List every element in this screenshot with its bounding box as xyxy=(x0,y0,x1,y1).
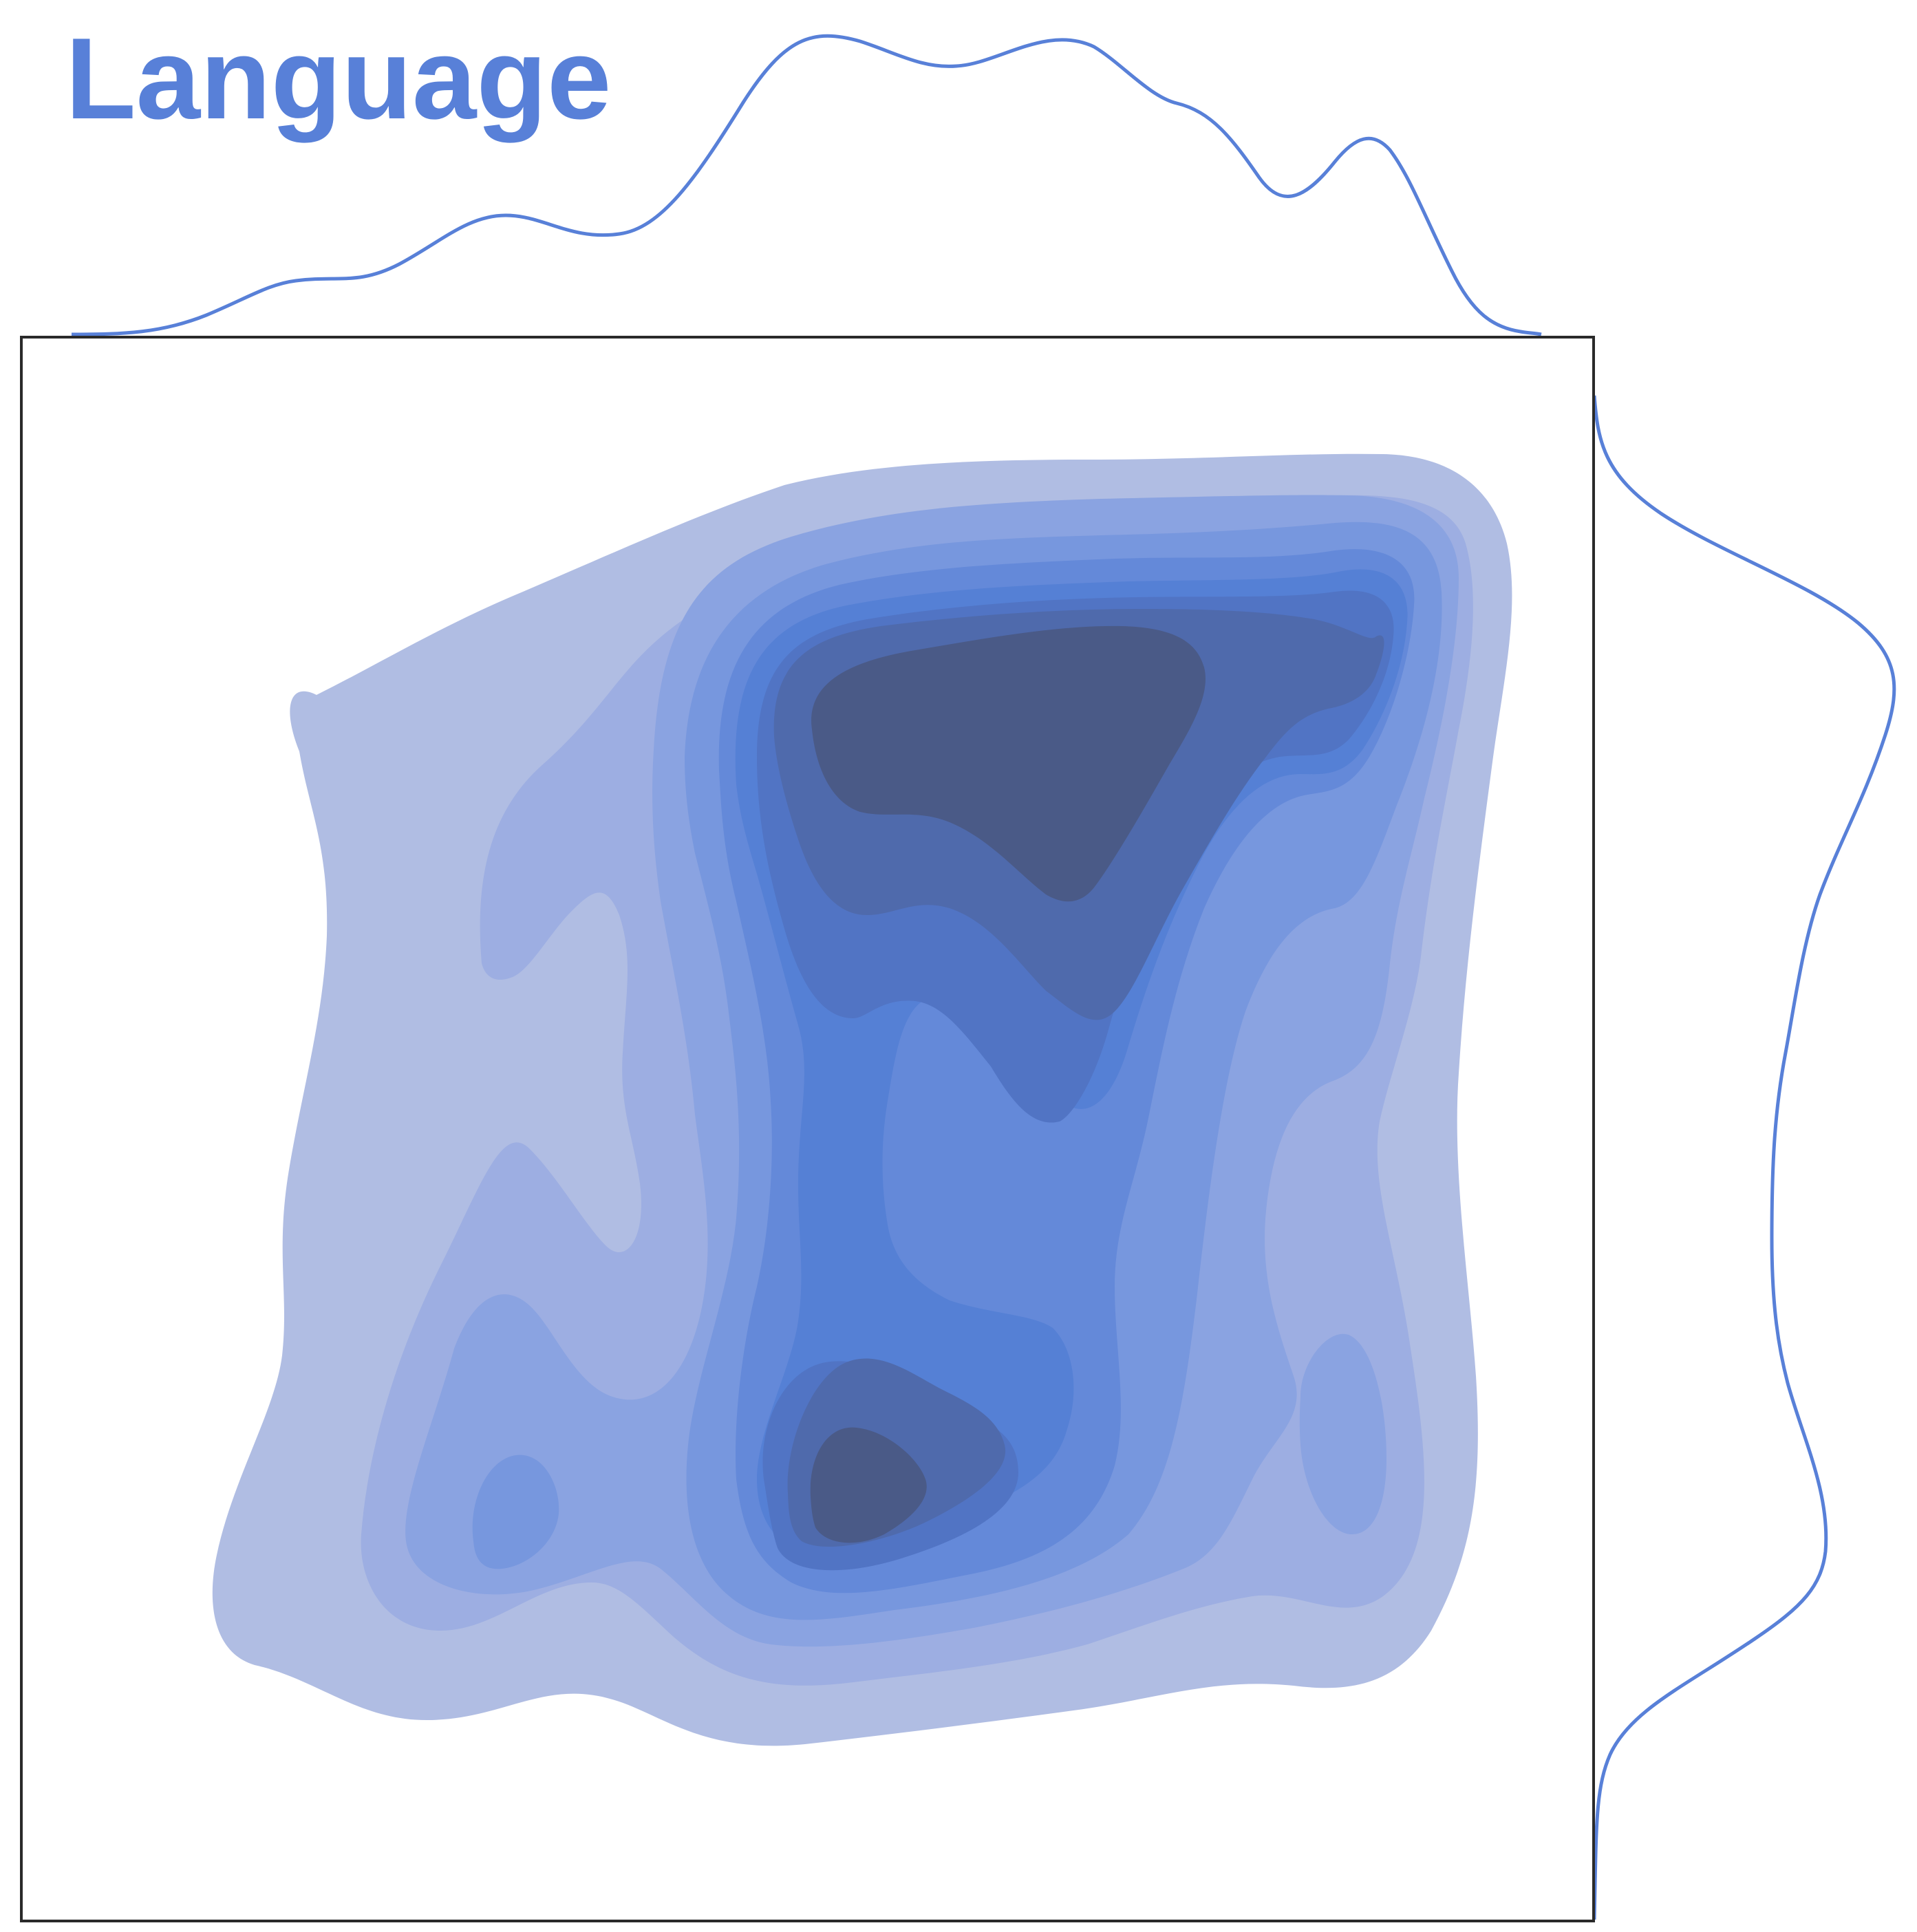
kde-secondary-peaks xyxy=(472,1333,1386,1569)
left-peak-level-4 xyxy=(472,1455,559,1569)
density-level-8 xyxy=(773,609,1384,1547)
y-marginal-density-curve xyxy=(1592,395,1896,1920)
right-peak-level-3 xyxy=(1299,1333,1386,1534)
chart-title: Language xyxy=(65,14,611,143)
plot-frame xyxy=(20,336,1595,1922)
x-marginal-density-curve xyxy=(71,34,1542,336)
kde-contours xyxy=(212,453,1512,1746)
density-level-9 xyxy=(810,625,1206,1543)
